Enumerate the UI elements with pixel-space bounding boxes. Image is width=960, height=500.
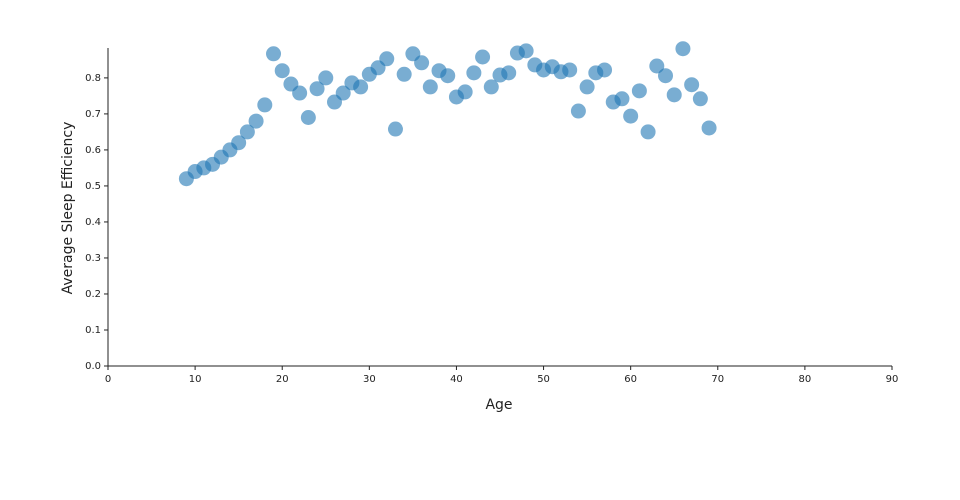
dot <box>266 46 282 62</box>
dot <box>483 79 499 95</box>
dot <box>701 120 717 136</box>
dot <box>387 121 403 137</box>
dot <box>274 63 290 79</box>
y-tick-label: 0.7 <box>85 109 101 120</box>
y-tick-label: 0.1 <box>85 325 101 336</box>
y-tick-label: 0.6 <box>85 145 101 156</box>
dot <box>318 70 334 86</box>
x-axis-title: Age <box>485 397 512 413</box>
x-tick-label: 30 <box>363 374 376 385</box>
dot <box>692 91 708 107</box>
dot <box>353 79 369 95</box>
dot <box>292 85 308 101</box>
dot <box>640 124 656 140</box>
x-tick-label: 60 <box>624 374 637 385</box>
dot <box>579 79 595 95</box>
dot <box>300 110 316 126</box>
y-tick-label: 0.3 <box>85 253 101 264</box>
dot <box>396 66 412 82</box>
y-axis-title: Average Sleep Efficiency <box>60 122 76 295</box>
dot <box>475 49 491 65</box>
y-tick-label: 0.2 <box>85 289 101 300</box>
dot <box>518 43 534 59</box>
dot <box>649 58 665 74</box>
x-tick-label: 10 <box>189 374 202 385</box>
dot <box>631 83 647 99</box>
dot <box>379 51 395 67</box>
dot <box>623 108 639 124</box>
x-tick-label: 0 <box>105 374 111 385</box>
dot <box>666 87 682 103</box>
dot <box>231 135 247 151</box>
dot <box>570 103 586 119</box>
x-tick-label: 20 <box>276 374 289 385</box>
dot <box>501 65 517 81</box>
dot <box>422 79 438 95</box>
x-tick-label: 40 <box>450 374 463 385</box>
dot <box>658 68 674 84</box>
dot <box>457 84 473 100</box>
dot <box>239 124 255 140</box>
x-tick-label: 70 <box>711 374 724 385</box>
dot <box>466 65 482 81</box>
y-tick-label: 0.0 <box>85 361 101 372</box>
dot <box>675 41 691 57</box>
dot <box>309 81 325 97</box>
dot <box>335 85 351 101</box>
x-tick-label: 90 <box>886 374 899 385</box>
dot <box>562 62 578 78</box>
dot <box>414 55 430 71</box>
dot <box>597 62 613 78</box>
y-tick-label: 0.5 <box>85 181 101 192</box>
dot <box>257 97 273 113</box>
x-tick-label: 50 <box>537 374 550 385</box>
dot <box>440 68 456 84</box>
dot <box>248 113 264 129</box>
dot <box>614 91 630 107</box>
y-tick-label: 0.4 <box>85 217 101 228</box>
y-tick-label: 0.8 <box>85 73 101 84</box>
dot <box>684 77 700 93</box>
x-tick-label: 80 <box>799 374 812 385</box>
